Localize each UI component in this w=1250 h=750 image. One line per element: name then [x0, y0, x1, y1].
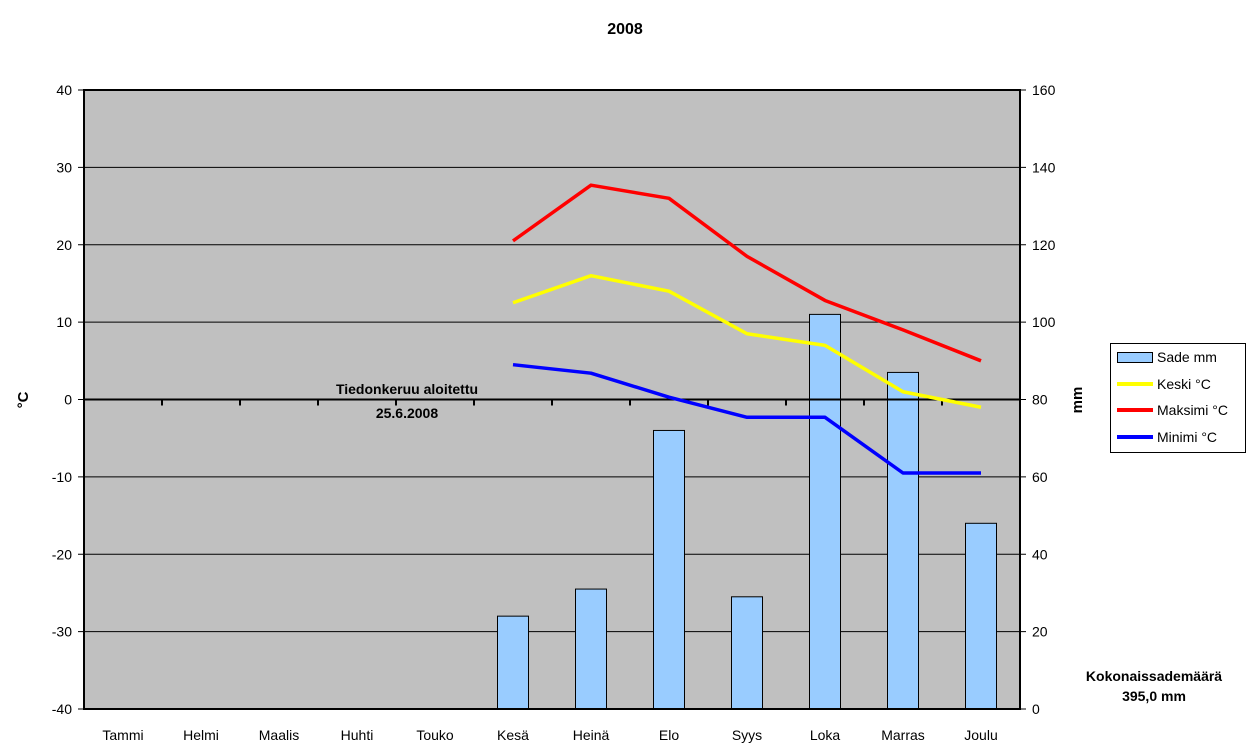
y-left-tick-label: -30: [52, 624, 72, 640]
chart-title: 2008: [607, 21, 643, 38]
y-right-tick-label: 20: [1032, 624, 1048, 640]
y-right-label: mm: [1069, 387, 1086, 414]
y-left-tick-label: 40: [56, 82, 72, 98]
bar-rain: [809, 313, 841, 710]
total-precipitation: Kokonaissademäärä 395,0 mm: [1068, 666, 1240, 706]
bar-rain: [575, 588, 607, 710]
x-tick-label: Kesä: [497, 727, 529, 743]
y-left-tick-label: -40: [52, 701, 72, 717]
y-right-tick-label: 80: [1032, 392, 1048, 408]
total-label: Kokonaissademäärä: [1085, 668, 1223, 684]
x-tick-label: Tammi: [102, 727, 143, 743]
y-left-tick-label: -10: [52, 469, 72, 485]
bar-rain: [497, 615, 529, 710]
legend-label-max: Maksimi °C: [1157, 402, 1228, 418]
legend-item-min: Minimi °C: [1117, 427, 1217, 447]
legend-item-max: Maksimi °C: [1117, 400, 1228, 420]
legend-swatch-min: [1117, 435, 1153, 439]
y-right-tick-label: 160: [1032, 82, 1056, 98]
legend-item-mean: Keski °C: [1117, 374, 1211, 394]
x-tick-label: Heinä: [573, 727, 610, 743]
line-mean: [512, 273, 982, 409]
x-tick-label: Maalis: [259, 727, 299, 743]
legend-item-rain: Sade mm: [1117, 347, 1217, 367]
line-min: [512, 362, 981, 475]
y-right-tick-label: 40: [1032, 546, 1048, 562]
y-left-tick-label: 10: [56, 314, 72, 330]
legend: Sade mm Keski °C Maksimi °C Minimi °C: [1110, 343, 1246, 453]
plot-area: 403020100-10-20-30-401601401201008060402…: [52, 82, 1056, 743]
bar-rain: [887, 371, 919, 710]
y-left-tick-label: 30: [56, 159, 72, 175]
y-right-tick-label: 60: [1032, 469, 1048, 485]
y-left-tick-label: 20: [56, 237, 72, 253]
bar-rain: [653, 429, 685, 710]
line-max: [511, 183, 982, 363]
annotation-line1: Tiedonkeruu aloitettu: [336, 381, 478, 397]
legend-swatch-max: [1117, 408, 1153, 412]
total-value: 395,0 mm: [1122, 688, 1186, 704]
legend-swatch-mean: [1117, 382, 1153, 386]
legend-label-rain: Sade mm: [1157, 349, 1217, 365]
bar-rain: [731, 596, 763, 710]
bar-rain: [965, 522, 997, 710]
y-left-label: °C: [15, 391, 32, 408]
y-left-tick-label: -20: [52, 546, 72, 562]
x-tick-label: Syys: [732, 727, 762, 743]
x-tick-label: Elo: [659, 727, 679, 743]
x-tick-label: Joulu: [964, 727, 997, 743]
annotation-line2: 25.6.2008: [376, 405, 438, 421]
y-left-tick-label: 0: [64, 392, 72, 408]
x-tick-label: Loka: [810, 727, 841, 743]
x-tick-label: Marras: [881, 727, 925, 743]
x-tick-label: Helmi: [183, 727, 219, 743]
y-right-tick-label: 100: [1032, 314, 1056, 330]
legend-label-min: Minimi °C: [1157, 429, 1218, 445]
y-right-tick-label: 140: [1032, 159, 1056, 175]
y-right-tick-label: 120: [1032, 237, 1056, 253]
x-tick-label: Touko: [416, 727, 454, 743]
x-tick-label: Huhti: [341, 727, 374, 743]
legend-swatch-rain: [1117, 351, 1153, 363]
legend-label-mean: Keski °C: [1157, 376, 1211, 392]
y-right-tick-label: 0: [1032, 701, 1040, 717]
